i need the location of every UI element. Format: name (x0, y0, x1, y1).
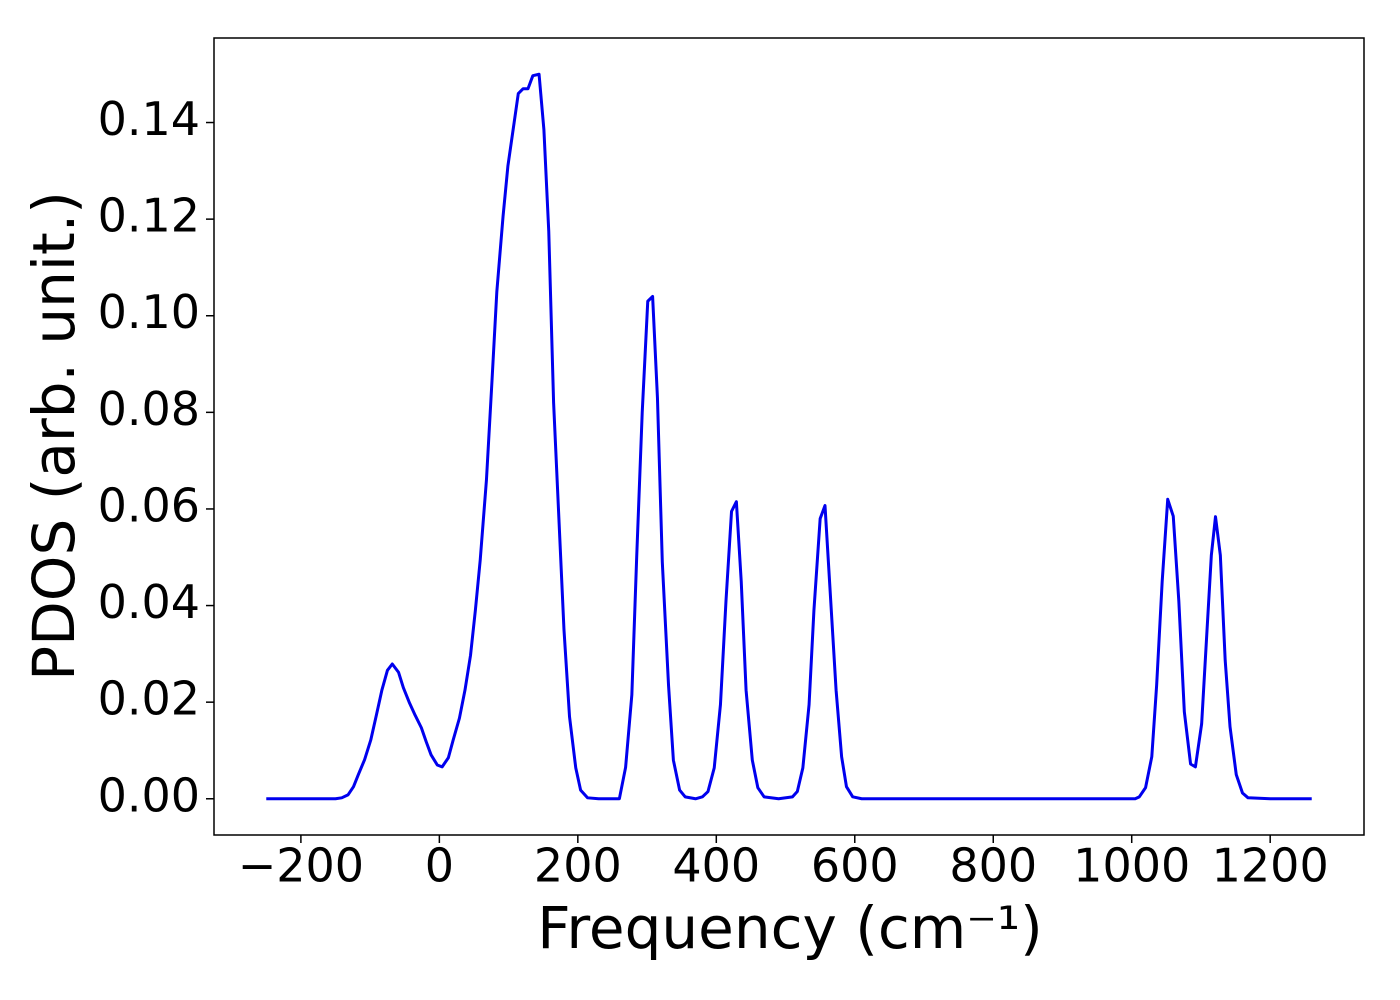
x-tick-label: 800 (949, 839, 1037, 893)
x-tick-label: −200 (238, 839, 364, 893)
data-line (266, 72, 1312, 801)
x-tick-label: 1200 (1212, 839, 1329, 893)
y-tick-label: 0.04 (98, 575, 200, 629)
y-tick-label: 0.14 (98, 92, 200, 146)
y-axis-label: PDOS (arb. unit.) (20, 191, 88, 681)
y-tick-label: 0.08 (98, 382, 200, 436)
y-tick-label: 0.00 (98, 768, 200, 822)
plot-frame (213, 37, 1365, 836)
y-tick-label: 0.12 (98, 189, 200, 243)
y-tick-label: 0.06 (98, 478, 200, 532)
x-tick-label: 1000 (1073, 839, 1190, 893)
x-tick-label: 0 (425, 839, 454, 893)
x-tick-label: 600 (811, 839, 899, 893)
y-tick-label: 0.02 (98, 672, 200, 726)
x-tick-label: 200 (534, 839, 622, 893)
x-axis-label: Frequency (cm⁻¹) (537, 894, 1043, 962)
x-tick-label: 400 (672, 839, 760, 893)
y-tick-label: 0.10 (98, 285, 200, 339)
